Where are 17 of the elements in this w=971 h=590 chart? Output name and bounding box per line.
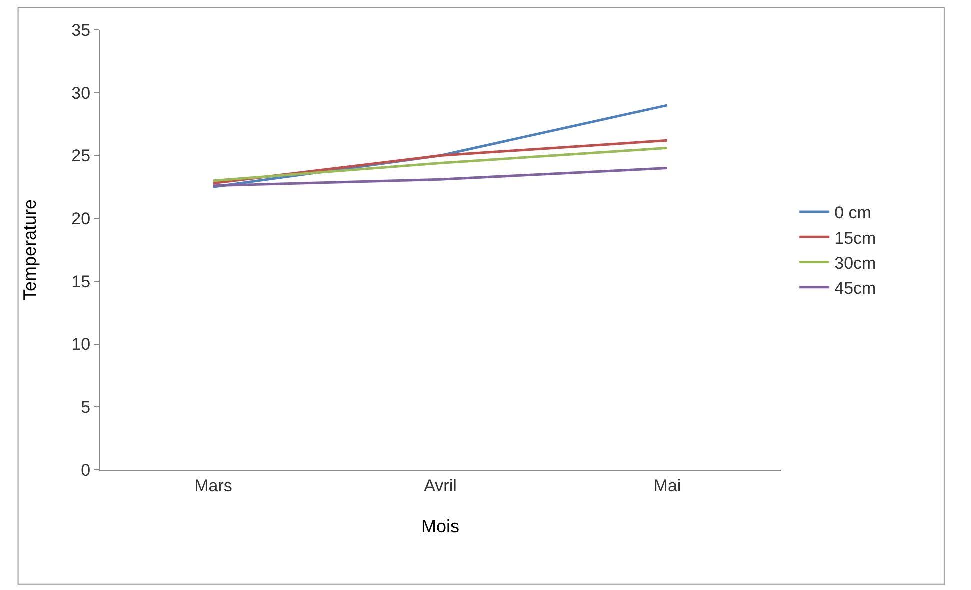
y-tick-label: 5	[81, 398, 91, 418]
x-tick-label: Mai	[654, 476, 682, 496]
legend-label: 30cm	[834, 254, 876, 273]
x-tick-label: Avril	[424, 476, 457, 496]
y-tick-label: 25	[72, 146, 91, 166]
y-axis-title: Temperature	[20, 199, 40, 301]
legend-label: 15cm	[834, 228, 876, 248]
legend-label: 0 cm	[834, 204, 872, 223]
legend-label: 45cm	[834, 278, 876, 298]
x-axis-title: Mois	[421, 516, 460, 536]
y-tick-label: 0	[81, 460, 91, 480]
x-tick-label: Mars	[194, 476, 232, 496]
y-tick-label: 10	[72, 335, 91, 354]
y-tick-label: 20	[72, 210, 91, 229]
y-tick-label: 35	[72, 20, 91, 40]
y-tick-label: 15	[72, 272, 91, 292]
y-tick-label: 30	[72, 84, 91, 103]
